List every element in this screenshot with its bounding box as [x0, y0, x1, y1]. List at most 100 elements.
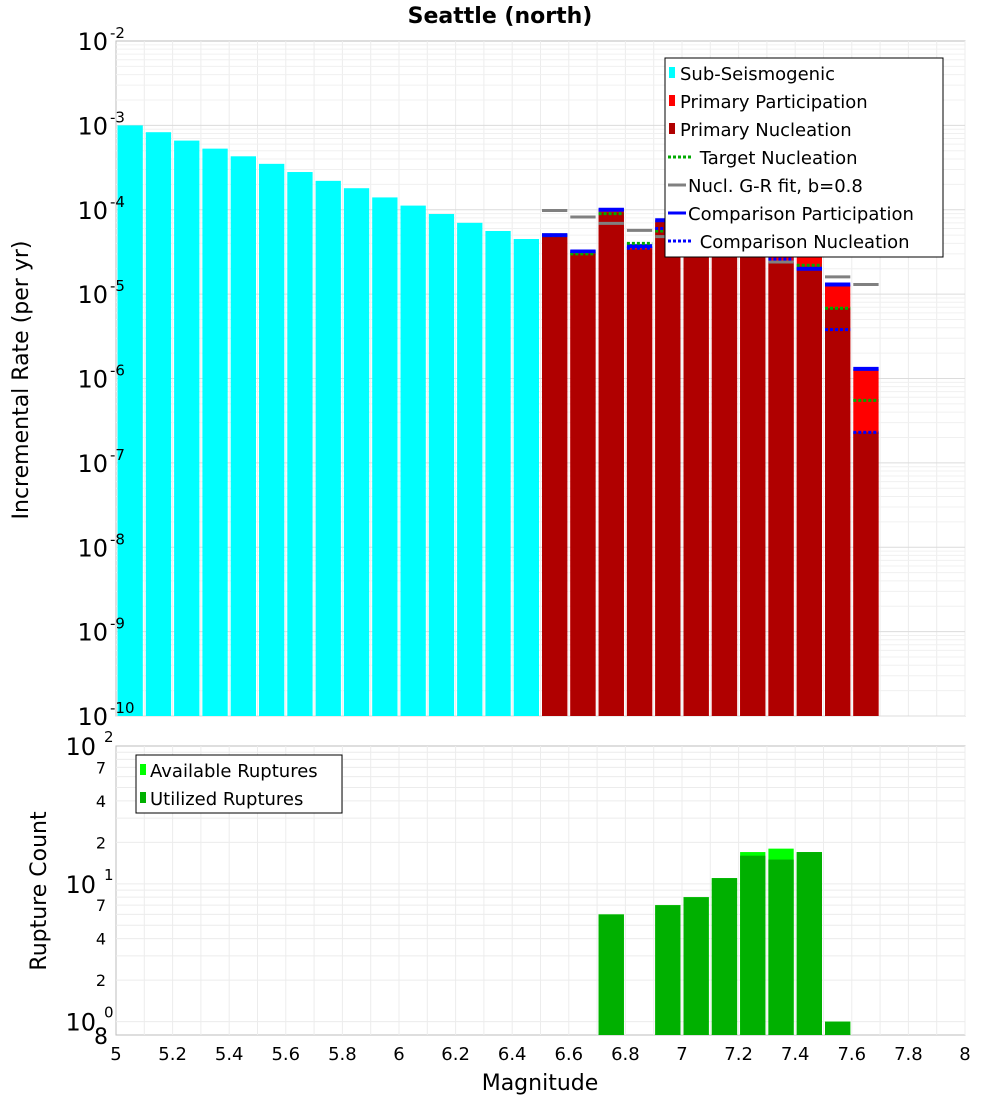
- y-tick-label: 10: [77, 534, 108, 562]
- top-legend-box: [664, 57, 944, 258]
- x-tick-label: 7: [676, 1044, 687, 1065]
- legend-swatch-primary-nucleation: [669, 123, 675, 134]
- x-tick-label: 6.2: [441, 1044, 470, 1065]
- y-tick-exponent: -8: [110, 530, 125, 548]
- top-y-axis-label: Incremental Rate (per yr): [9, 241, 34, 520]
- x-tick-label: 6: [393, 1044, 404, 1065]
- y-tick-exponent: -7: [110, 446, 125, 464]
- y-tick-exponent: -9: [110, 615, 125, 633]
- y-tick-exponent: -2: [110, 24, 125, 42]
- x-tick-label: 6.4: [498, 1044, 527, 1065]
- y-tick-label: 10: [65, 871, 96, 899]
- x-tick-label: 5: [110, 1044, 121, 1065]
- legend-swatch-available-ruptures: [140, 764, 146, 775]
- y-minor-tick-label: 7: [96, 758, 106, 777]
- y-tick-label: 10: [77, 450, 108, 478]
- bar-primary-nucleation: [825, 308, 851, 716]
- y-tick-label: 10: [65, 1009, 96, 1037]
- bar-sub-seismogenic: [485, 230, 511, 716]
- x-tick-label: 6.8: [611, 1044, 640, 1065]
- bar-utilized-ruptures: [768, 859, 794, 1035]
- bar-sub-seismogenic: [513, 239, 539, 716]
- bar-sub-seismogenic: [428, 214, 455, 717]
- bar-primary-nucleation: [626, 249, 653, 716]
- bar-utilized-ruptures: [796, 852, 822, 1035]
- bar-primary-nucleation: [796, 266, 822, 716]
- y-tick-exponent: -3: [110, 108, 125, 126]
- y-minor-tick-label: 4: [96, 792, 106, 811]
- bar-sub-seismogenic: [457, 222, 483, 716]
- legend-label-comparison-participation: Comparison Participation: [688, 204, 914, 225]
- bar-utilized-ruptures: [683, 897, 709, 1035]
- y-tick-label: 10: [77, 28, 108, 56]
- bar-sub-seismogenic: [343, 188, 370, 717]
- bar-sub-seismogenic: [202, 148, 228, 716]
- top-legend: Sub-Seismogenic Primary Participation Pr…: [664, 57, 944, 258]
- x-tick-label: 5.2: [158, 1044, 187, 1065]
- legend-swatch-primary-participation: [669, 95, 675, 106]
- bar-primary-nucleation: [598, 212, 624, 717]
- legend-label-primary-nucleation: Primary Nucleation: [680, 120, 852, 141]
- y-tick-exponent: -10: [110, 699, 135, 717]
- y-minor-tick-label: 8: [94, 1025, 108, 1050]
- legend-label-sub-seismogenic: Sub-Seismogenic: [680, 64, 835, 85]
- x-tick-label: 5.6: [271, 1044, 300, 1065]
- bar-primary-nucleation: [853, 432, 879, 716]
- legend-swatch-sub-seismogenic: [669, 67, 675, 78]
- bottom-legend-box: [135, 754, 343, 814]
- bottom-y-axis-label: Rupture Count: [27, 811, 52, 971]
- x-tick-label: 7.6: [837, 1044, 866, 1065]
- x-tick-label: 5.8: [328, 1044, 357, 1065]
- y-minor-tick-label: 4: [96, 930, 106, 949]
- y-tick-label: 10: [77, 703, 108, 731]
- legend-label-comparison-nucleation: Comparison Nucleation: [694, 232, 910, 253]
- bar-primary-nucleation: [655, 220, 681, 717]
- y-tick-exponent: 0: [104, 1004, 114, 1022]
- bar-primary-nucleation: [683, 235, 709, 716]
- x-tick-label: 7.2: [724, 1044, 753, 1065]
- bottom-bars: [598, 848, 851, 1035]
- bar-utilized-ruptures: [825, 1021, 851, 1035]
- y-minor-tick-label: 2: [96, 833, 106, 852]
- bar-sub-seismogenic: [230, 156, 256, 717]
- bottom-legend: Available Ruptures Utilized Ruptures: [135, 754, 343, 814]
- y-tick-exponent: 1: [104, 866, 114, 884]
- bar-utilized-ruptures: [740, 855, 766, 1035]
- bar-primary-nucleation: [740, 253, 766, 716]
- bar-sub-seismogenic: [145, 132, 172, 717]
- y-tick-label: 10: [65, 733, 96, 761]
- bar-utilized-ruptures: [655, 905, 681, 1035]
- bar-sub-seismogenic: [287, 172, 313, 716]
- y-tick-label: 10: [77, 366, 108, 394]
- chart-title: Seattle (north): [408, 4, 593, 29]
- bar-primary-nucleation: [768, 262, 794, 716]
- bar-primary-nucleation: [570, 253, 596, 716]
- x-tick-label: 7.8: [894, 1044, 923, 1065]
- y-tick-label: 10: [77, 197, 108, 225]
- bar-sub-seismogenic: [174, 140, 200, 717]
- legend-label-target-nucleation: Target Nucleation: [694, 148, 858, 169]
- y-tick-label: 10: [77, 619, 108, 647]
- y-tick-label: 10: [77, 281, 108, 309]
- y-tick-label: 10: [77, 112, 108, 140]
- bar-sub-seismogenic: [117, 125, 143, 716]
- x-tick-label: 6.6: [554, 1044, 583, 1065]
- y-tick-exponent: -4: [110, 193, 125, 211]
- bar-utilized-ruptures: [711, 878, 738, 1035]
- x-axis-label: Magnitude: [482, 1071, 599, 1096]
- bar-sub-seismogenic: [315, 180, 341, 716]
- bar-primary-nucleation: [711, 248, 738, 717]
- y-tick-exponent: 2: [104, 728, 114, 746]
- x-tick-label: 5.4: [215, 1044, 244, 1065]
- bar-sub-seismogenic: [372, 197, 398, 717]
- bar-primary-nucleation: [542, 236, 568, 716]
- y-minor-tick-label: 7: [96, 896, 106, 915]
- legend-label-available-ruptures: Available Ruptures: [150, 761, 318, 782]
- y-minor-tick-label: 2: [96, 971, 106, 990]
- legend-label-utilized-ruptures: Utilized Ruptures: [150, 789, 303, 810]
